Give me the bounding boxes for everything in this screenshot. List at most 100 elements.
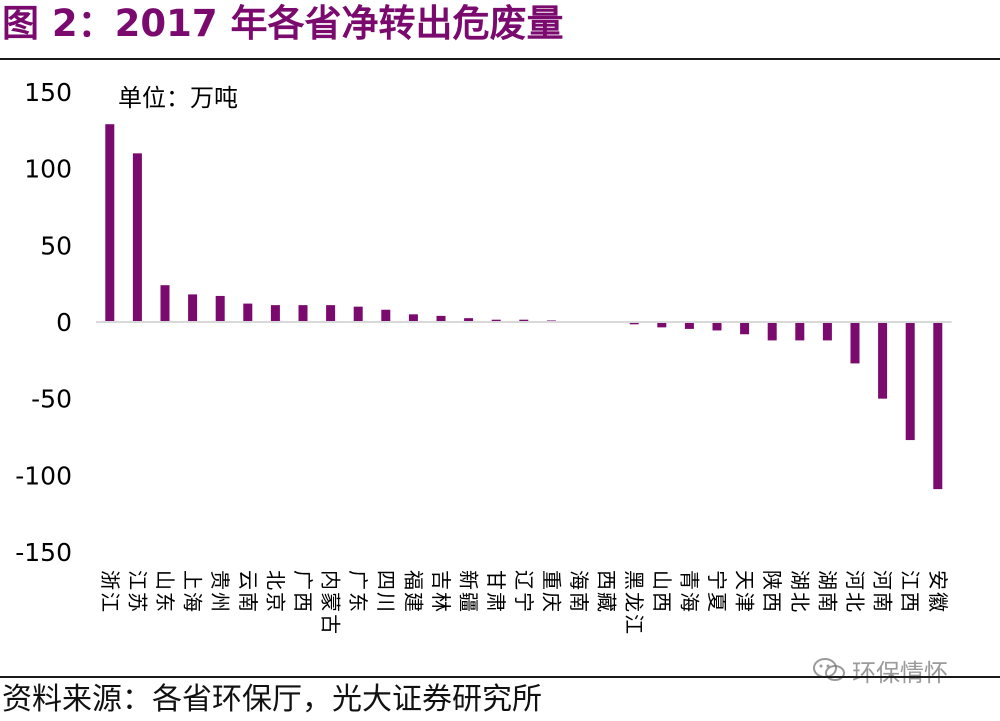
top-rule <box>0 58 1000 60</box>
x-tick-label: 山东 <box>153 570 177 612</box>
svg-text:宁: 宁 <box>705 570 729 590</box>
svg-text:云: 云 <box>236 570 260 590</box>
x-tick-label: 安徽 <box>926 570 950 612</box>
bar <box>878 322 888 399</box>
svg-text:宁: 宁 <box>512 592 536 612</box>
x-tick-label: 浙江 <box>98 570 122 612</box>
y-tick-label: -50 <box>31 385 72 414</box>
svg-text:贵: 贵 <box>208 570 232 590</box>
bar <box>795 322 805 341</box>
svg-text:河: 河 <box>843 570 867 590</box>
svg-text:南: 南 <box>236 592 260 612</box>
bar <box>436 315 446 322</box>
svg-text:南: 南 <box>815 592 839 612</box>
x-tick-label: 广东 <box>346 570 370 612</box>
svg-text:北: 北 <box>263 570 287 590</box>
svg-text:海: 海 <box>181 592 205 612</box>
bar <box>353 306 363 322</box>
svg-text:黑: 黑 <box>622 570 646 590</box>
x-tick-label: 湖北 <box>788 570 812 612</box>
svg-text:山: 山 <box>153 570 177 590</box>
svg-text:青: 青 <box>677 570 701 590</box>
bar <box>132 153 142 322</box>
bar <box>850 322 860 364</box>
svg-text:南: 南 <box>567 592 591 612</box>
svg-text:安: 安 <box>926 570 950 590</box>
watermark-text: 环保情怀 <box>852 658 948 687</box>
svg-text:蒙: 蒙 <box>319 592 343 612</box>
x-tick-label: 海南 <box>567 570 591 612</box>
bar <box>491 319 501 322</box>
bar <box>243 303 253 322</box>
svg-text:西: 西 <box>650 592 674 612</box>
bar <box>933 322 943 490</box>
svg-text:江: 江 <box>898 570 922 590</box>
x-axis-labels: 浙江江苏山东上海贵州云南北京广西内蒙古广东四川福建吉林新疆甘肃辽宁重庆海南西藏黑… <box>98 570 950 634</box>
source-note: 资料来源：各省环保厅，光大证券研究所 <box>2 682 542 717</box>
svg-text:龙: 龙 <box>622 592 646 612</box>
svg-text:川: 川 <box>374 592 398 612</box>
x-tick-label: 甘肃 <box>484 570 508 612</box>
svg-text:西: 西 <box>595 570 619 590</box>
svg-text:福: 福 <box>401 570 425 590</box>
svg-text:肃: 肃 <box>484 592 508 612</box>
svg-text:西: 西 <box>760 592 784 612</box>
bar <box>160 285 170 322</box>
svg-text:江: 江 <box>125 570 149 590</box>
bar <box>464 318 474 322</box>
x-tick-label: 内蒙古 <box>319 570 343 634</box>
svg-text:天: 天 <box>733 570 757 590</box>
bar <box>408 314 418 322</box>
svg-text:建: 建 <box>401 592 425 612</box>
x-tick-label: 天津 <box>733 570 757 612</box>
svg-text:北: 北 <box>788 592 812 612</box>
svg-text:广: 广 <box>291 570 315 590</box>
bar <box>326 305 336 322</box>
svg-text:广: 广 <box>346 570 370 590</box>
bar <box>629 322 639 325</box>
svg-text:山: 山 <box>650 570 674 590</box>
svg-text:藏: 藏 <box>595 592 619 612</box>
bar <box>657 322 667 328</box>
svg-text:湖: 湖 <box>788 570 812 590</box>
svg-text:河: 河 <box>871 570 895 590</box>
svg-text:北: 北 <box>843 592 867 612</box>
bar <box>767 322 777 341</box>
x-tick-label: 河南 <box>871 570 895 612</box>
x-tick-label: 山西 <box>650 570 674 612</box>
svg-text:辽: 辽 <box>512 570 536 590</box>
x-tick-label: 江西 <box>898 570 922 612</box>
unit-label: 单位：万吨 <box>118 84 238 112</box>
svg-text:海: 海 <box>567 570 591 590</box>
svg-text:湖: 湖 <box>815 570 839 590</box>
bar <box>822 322 832 341</box>
figure-header: 图 2：2017 年各省净转出危废量 <box>0 0 1000 56</box>
bar <box>684 322 694 329</box>
svg-text:南: 南 <box>871 592 895 612</box>
x-tick-label: 重庆 <box>539 570 563 612</box>
x-tick-label: 陕西 <box>760 570 784 612</box>
svg-text:江: 江 <box>622 614 646 634</box>
x-tick-label: 广西 <box>291 570 315 612</box>
svg-text:古: 古 <box>319 614 343 634</box>
figure-footer: 资料来源：各省环保厅，光大证券研究所 <box>0 679 1000 721</box>
svg-text:林: 林 <box>429 592 453 612</box>
svg-text:苏: 苏 <box>125 592 149 612</box>
x-tick-label: 辽宁 <box>512 570 536 612</box>
svg-text:西: 西 <box>898 592 922 612</box>
svg-text:浙: 浙 <box>98 570 122 590</box>
bottom-rule <box>0 676 1000 678</box>
x-tick-label: 宁夏 <box>705 570 729 612</box>
svg-text:西: 西 <box>291 592 315 612</box>
y-axis: 150 100 50 0 -50 -100 -150 <box>15 78 72 567</box>
svg-text:新: 新 <box>457 570 481 590</box>
svg-text:夏: 夏 <box>705 592 729 612</box>
bars <box>105 124 943 490</box>
svg-text:上: 上 <box>181 570 205 590</box>
svg-text:甘: 甘 <box>484 570 508 590</box>
x-tick-label: 四川 <box>374 570 398 612</box>
y-tick-label: 100 <box>24 155 72 184</box>
svg-text:津: 津 <box>733 592 757 612</box>
svg-text:吉: 吉 <box>429 570 453 590</box>
